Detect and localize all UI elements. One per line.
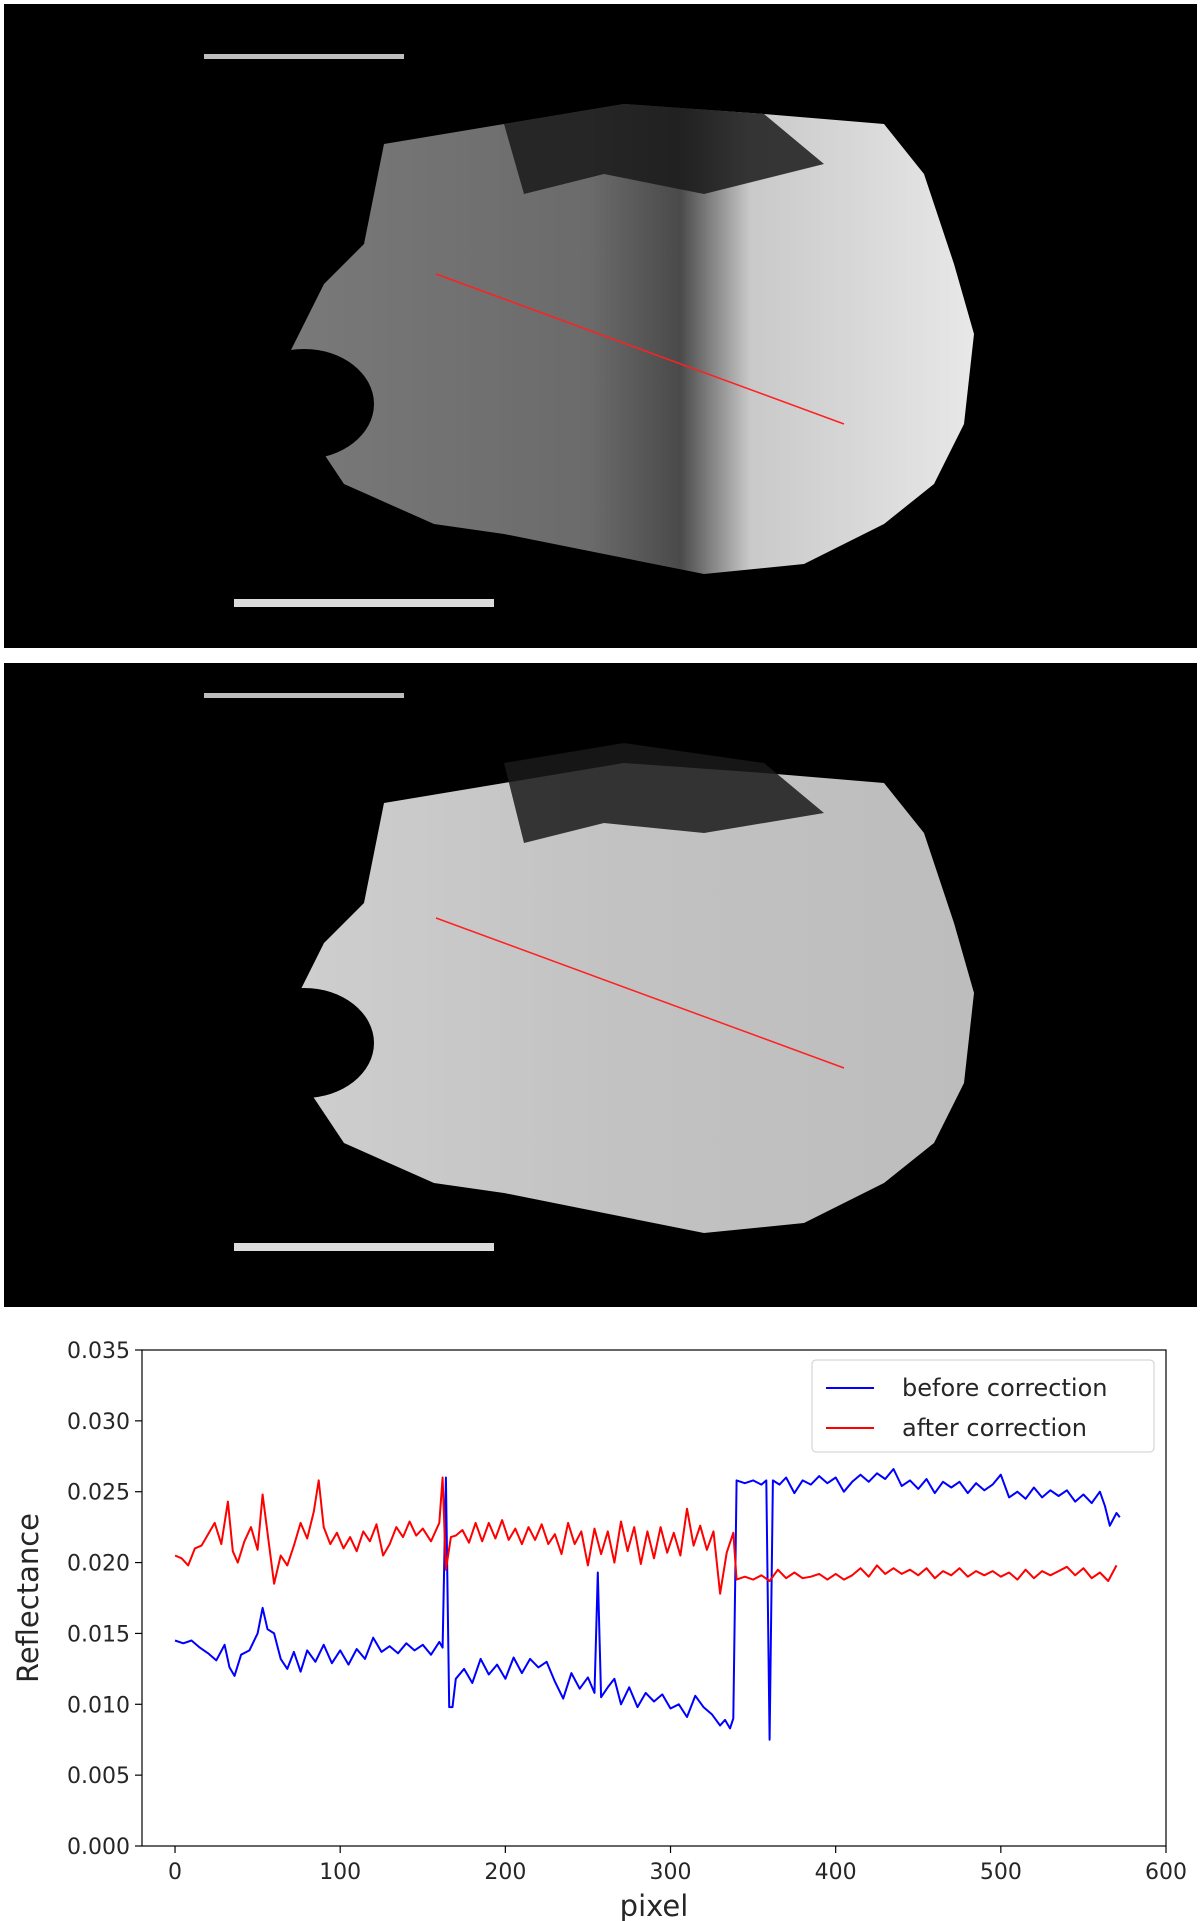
x-tick-label: 200 [484, 1860, 526, 1885]
x-axis-title: pixel [620, 1889, 689, 1921]
x-tick-label: 100 [319, 1860, 361, 1885]
bright-edge-strip [234, 1243, 494, 1251]
x-tick-label: 300 [650, 1860, 692, 1885]
reflectance-chart: 0 100 200 300 400 500 600 0.000 0.005 0.010 0.015… [0, 1318, 1200, 1921]
y-tick-label: 0.035 [67, 1339, 130, 1364]
before-correction-image [4, 4, 1197, 648]
x-tick-label: 600 [1145, 1860, 1187, 1885]
y-tick-label: 0.025 [67, 1481, 130, 1506]
y-tick-label: 0.030 [67, 1410, 130, 1435]
faint-edge-strip [204, 54, 404, 59]
y-tick-label: 0.005 [67, 1764, 130, 1789]
x-tick-label: 500 [980, 1860, 1022, 1885]
y-tick-label: 0.015 [67, 1622, 130, 1647]
faint-edge-strip [204, 693, 404, 698]
axes-frame [141, 1349, 1167, 1847]
x-axis-ticks: 0 100 200 300 400 500 600 [168, 1846, 1187, 1885]
series-line-before-correction [174, 1468, 1121, 1741]
asteroid-surface [274, 763, 974, 1233]
dark-crater [234, 349, 374, 459]
series-line-after-correction [174, 1476, 1118, 1595]
y-axis-title: Reflectance [11, 1513, 45, 1683]
dark-crater [234, 988, 374, 1098]
y-axis-ticks: 0.000 0.005 0.010 0.015 0.020 0.025 0.030 0.035 [67, 1339, 142, 1860]
bright-edge-strip [234, 599, 494, 607]
chart-svg: 0 100 200 300 400 500 600 0.000 0.005 0.010 0.015… [11, 1339, 1187, 1921]
x-tick-label: 400 [815, 1860, 857, 1885]
transect-line [435, 917, 845, 1069]
y-tick-label: 0.010 [67, 1693, 130, 1718]
after-correction-image [4, 663, 1197, 1307]
legend-label: before correction [902, 1374, 1107, 1402]
y-tick-label: 0.000 [67, 1835, 130, 1860]
y-tick-label: 0.020 [67, 1552, 130, 1577]
shadow-band [504, 743, 824, 843]
asteroid-surface [274, 104, 974, 574]
legend-box [811, 1359, 1155, 1453]
series-layer [174, 1468, 1121, 1741]
legend-label: after correction [902, 1414, 1087, 1442]
legend: before correction after correction [811, 1359, 1155, 1453]
transect-line [435, 273, 845, 425]
x-tick-label: 0 [168, 1860, 182, 1885]
shadow-band [504, 104, 824, 194]
